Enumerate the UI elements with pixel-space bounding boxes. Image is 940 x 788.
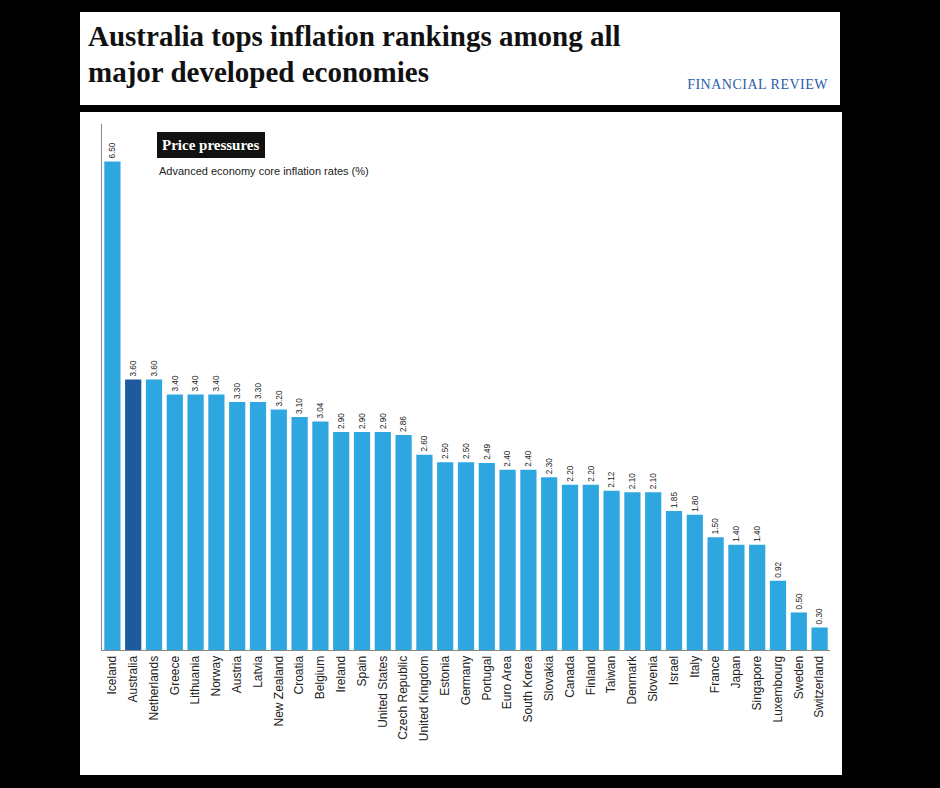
svg-text:2.60: 2.60	[420, 435, 429, 451]
svg-text:Netherlands: Netherlands	[147, 656, 161, 721]
svg-text:2.90: 2.90	[379, 413, 388, 429]
svg-text:Singapore: Singapore	[750, 655, 764, 710]
svg-text:Czech Republic: Czech Republic	[397, 656, 411, 740]
svg-text:Iceland: Iceland	[105, 656, 119, 695]
svg-text:1.40: 1.40	[732, 525, 741, 541]
svg-text:0.50: 0.50	[795, 593, 804, 609]
svg-text:2.20: 2.20	[566, 465, 575, 481]
svg-text:Slovenia: Slovenia	[646, 655, 660, 701]
svg-text:Canada: Canada	[563, 655, 577, 697]
svg-text:Japan: Japan	[729, 656, 743, 689]
svg-text:Advanced economy core inflatio: Advanced economy core inflation rates (%…	[159, 165, 369, 177]
html-text:Australia tops inflation ranki: Australia tops inflation rankings among …	[88, 20, 621, 88]
svg-text:3.10: 3.10	[295, 398, 304, 414]
svg-text:Slovakia: Slovakia	[542, 655, 556, 701]
svg-text:2.50: 2.50	[441, 443, 450, 459]
svg-text:2.12: 2.12	[607, 471, 616, 487]
svg-text:Finland: Finland	[584, 656, 598, 695]
svg-text:3.60: 3.60	[150, 360, 159, 376]
svg-text:2.10: 2.10	[649, 473, 658, 489]
svg-text:1.85: 1.85	[670, 492, 679, 508]
svg-text:Latvia: Latvia	[251, 655, 265, 687]
svg-text:3.30: 3.30	[233, 383, 242, 399]
svg-text:2.50: 2.50	[462, 443, 471, 459]
svg-text:1.50: 1.50	[711, 518, 720, 534]
svg-text:Spain: Spain	[355, 656, 369, 687]
svg-text:0.92: 0.92	[774, 561, 783, 577]
svg-text:2.90: 2.90	[337, 413, 346, 429]
svg-text:Estonia: Estonia	[438, 655, 452, 695]
svg-text:Germany: Germany	[459, 656, 473, 705]
svg-text:0.30: 0.30	[815, 608, 824, 624]
svg-text:Lithuania: Lithuania	[189, 655, 203, 704]
svg-text:2.90: 2.90	[358, 413, 367, 429]
svg-text:Luxembourg: Luxembourg	[771, 656, 785, 723]
svg-text:Croatia: Croatia	[293, 655, 307, 694]
svg-text:Ireland: Ireland	[334, 656, 348, 693]
svg-text:3.60: 3.60	[129, 360, 138, 376]
svg-text:France: France	[709, 655, 723, 693]
svg-text:Greece: Greece	[168, 655, 182, 695]
svg-text:2.20: 2.20	[587, 465, 596, 481]
svg-text:Price pressures: Price pressures	[162, 137, 260, 153]
svg-text:Australia: Australia	[126, 655, 140, 702]
svg-text:3.30: 3.30	[254, 383, 263, 399]
svg-text:1.40: 1.40	[753, 525, 762, 541]
svg-text:6.50: 6.50	[108, 142, 117, 158]
svg-text:Sweden: Sweden	[792, 656, 806, 699]
svg-text:2.30: 2.30	[545, 458, 554, 474]
html-text:FINANCIAL REVIEW: FINANCIAL REVIEW	[687, 77, 828, 92]
svg-text:Italy: Italy	[688, 656, 702, 678]
svg-text:2.40: 2.40	[524, 450, 533, 466]
svg-text:Taiwan: Taiwan	[605, 656, 619, 693]
svg-text:Denmark: Denmark	[625, 655, 639, 705]
svg-text:United Kingdom: United Kingdom	[417, 656, 431, 741]
svg-text:2.49: 2.49	[483, 443, 492, 459]
svg-text:Portugal: Portugal	[480, 656, 494, 701]
svg-text:3.04: 3.04	[316, 402, 325, 418]
svg-text:Austria: Austria	[230, 655, 244, 693]
svg-text:3.20: 3.20	[275, 390, 284, 406]
svg-text:1.80: 1.80	[691, 495, 700, 511]
svg-text:2.86: 2.86	[399, 416, 408, 432]
svg-text:Euro Area: Euro Area	[501, 655, 515, 709]
svg-text:New Zealand: New Zealand	[272, 656, 286, 727]
svg-text:3.40: 3.40	[212, 375, 221, 391]
svg-text:3.40: 3.40	[191, 375, 200, 391]
svg-text:Norway: Norway	[209, 656, 223, 697]
svg-text:2.40: 2.40	[503, 450, 512, 466]
svg-text:Belgium: Belgium	[313, 656, 327, 699]
svg-text:Switzerland: Switzerland	[813, 656, 827, 718]
svg-text:Israel: Israel	[667, 656, 681, 685]
svg-text:3.40: 3.40	[171, 375, 180, 391]
svg-text:2.10: 2.10	[628, 473, 637, 489]
svg-text:South Korea: South Korea	[521, 655, 535, 722]
svg-text:United States: United States	[376, 656, 390, 728]
